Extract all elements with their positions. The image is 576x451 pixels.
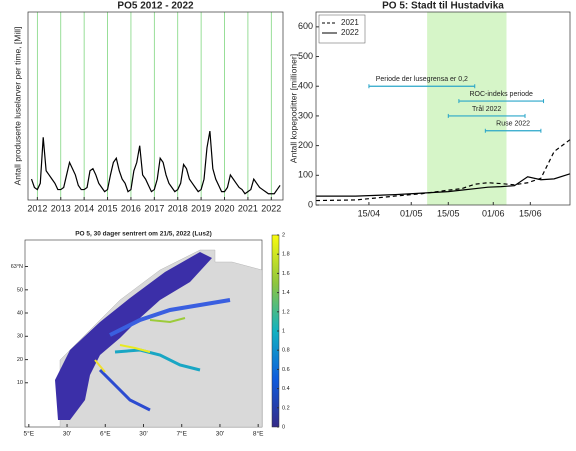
y-axis-label: Antall kopepoditter [millioner]: [288, 54, 298, 163]
x-tick-label: 2014: [74, 203, 94, 213]
x-tick-label: 6°E: [100, 430, 111, 438]
colorbar-tick-label: 0.2: [282, 405, 290, 411]
x-tick-label: 2018: [168, 203, 188, 213]
y-tick-label: 30: [17, 334, 23, 340]
land: [59, 249, 263, 428]
series-line: [316, 173, 571, 197]
colorbar-tick-label: 1.8: [282, 252, 290, 258]
series-line: [30, 130, 281, 195]
colorbar-tick-label: 0.8: [282, 348, 290, 354]
x-tick-label: 01/05: [400, 208, 423, 218]
x-tick-label: 2013: [51, 203, 71, 213]
fjord-hot: [119, 344, 151, 353]
y-tick-label: 0: [308, 199, 313, 209]
y-tick-label: 500: [298, 51, 313, 61]
map-layer: 5°E 30' 6°E 30' 7°E 30' 8°E 63°N 50 40 30 20 10 0 0.2 0…: [11, 231, 290, 438]
chart-title: PO 5: Stadt til Hustadvika: [382, 1, 504, 12]
fjord-hot: [94, 359, 106, 373]
x-tick-label: 01/06: [482, 208, 505, 218]
x-tick-label: 5°E: [24, 430, 35, 438]
x-tick-label: 2016: [121, 203, 141, 213]
annotation-label: ROC-indeks periode: [469, 91, 533, 98]
y-axis-label: Antall produserte luselarver per time, […: [12, 27, 22, 186]
plot-area: [28, 12, 283, 200]
fjord: [149, 317, 186, 324]
map-title: PO 5, 30 dager sentrert om 21/5, 2022 (L…: [75, 231, 212, 238]
x-tick-label: 15/04: [358, 208, 381, 218]
chart-title: PO5 2012 - 2022: [117, 1, 194, 12]
shaded-period: [427, 12, 507, 205]
x-tick-label: 2017: [144, 203, 164, 213]
fjord: [98, 368, 151, 412]
y-tick-label: 400: [298, 81, 313, 91]
coastal-water: [55, 252, 212, 420]
annotation-label: Periode der lusegrensa er 0,2: [376, 76, 468, 83]
x-tick-label: 2015: [98, 203, 118, 213]
fjord: [114, 348, 201, 372]
plot-frame: [315, 11, 571, 206]
colorbar-tick-label: 2: [282, 232, 285, 238]
fjord: [109, 298, 231, 337]
colorbar-tick-label: 0.4: [282, 386, 290, 392]
x-tick-label: 8°E: [253, 430, 264, 438]
x-tick-label: 30': [216, 431, 224, 438]
y-tick-label: 63°N: [11, 264, 23, 270]
y-tick-label: 20: [17, 357, 23, 363]
x-tick-label: 7°E: [176, 430, 187, 438]
legend-label: 2021: [341, 18, 359, 27]
colorbar-tick-label: 0.6: [282, 367, 290, 373]
x-tick-label: 30': [63, 431, 71, 438]
x-tick-label: 2021: [238, 203, 258, 213]
legend-label: 2022: [341, 28, 359, 37]
colorbar-tick-label: 1.4: [282, 290, 290, 296]
annotation-label: Ruse 2022: [496, 121, 530, 128]
x-tick-label: 2020: [214, 203, 234, 213]
y-tick-label: 10: [17, 380, 23, 386]
colorbar-tick-label: 0: [282, 424, 285, 430]
annotation-label: Trål 2022: [472, 105, 501, 113]
plot-frame: [27, 11, 284, 201]
y-tick-label: 300: [298, 110, 313, 120]
x-tick-label: 15/06: [519, 208, 542, 218]
x-tick-label: 30': [139, 431, 147, 438]
y-tick-label: 100: [298, 170, 313, 180]
y-tick-label: 600: [298, 21, 313, 31]
colorbar-tick-label: 1.2: [282, 309, 290, 315]
y-tick-label: 200: [298, 140, 313, 150]
legend-box: [318, 14, 366, 44]
x-tick-label: 2022: [261, 203, 281, 213]
x-tick-label: 2012: [27, 203, 47, 213]
x-tick-label: 15/05: [437, 208, 460, 218]
colorbar-tick-label: 1: [282, 328, 285, 334]
colorbar-tick-label: 1.6: [282, 271, 290, 277]
x-tick-label: 2019: [191, 203, 211, 213]
y-tick-label: 50: [17, 287, 23, 293]
y-tick-label: 40: [17, 310, 23, 316]
